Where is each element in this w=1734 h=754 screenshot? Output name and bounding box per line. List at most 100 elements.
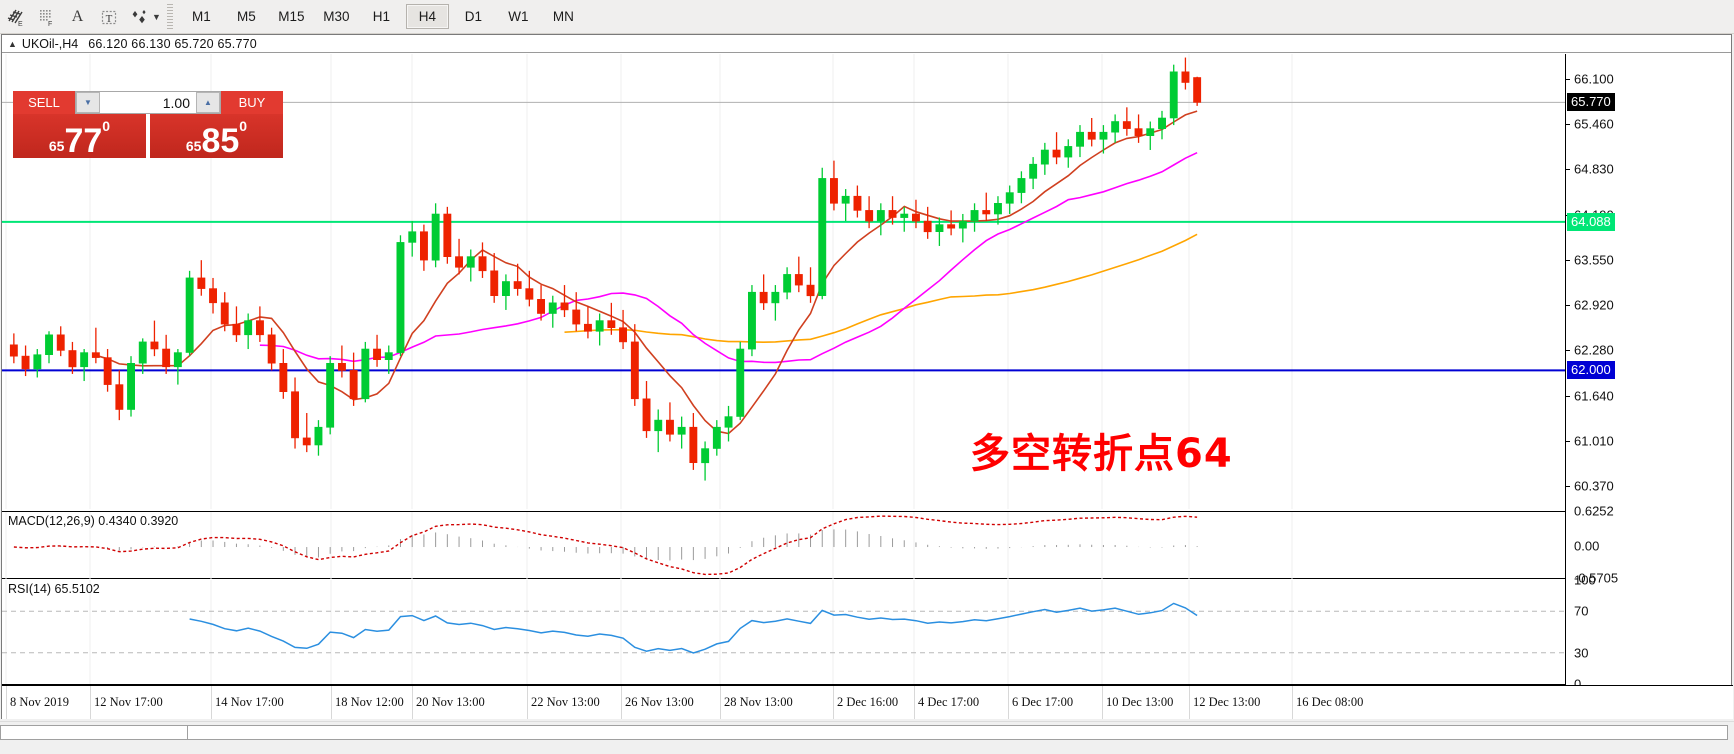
price-scale-label: 62.280 <box>1574 342 1614 358</box>
time-axis-label: 6 Dec 17:00 <box>1012 695 1074 709</box>
objects-icon[interactable] <box>124 2 155 31</box>
symbol-title: UKOil-,H4 <box>21 36 79 51</box>
time-axis-label: 14 Nov 17:00 <box>215 695 284 709</box>
scale-tick <box>1566 169 1570 171</box>
chevron-down-icon[interactable]: ▼ <box>152 11 161 22</box>
scrollbar-thumb-right[interactable] <box>187 725 1728 740</box>
time-axis-label: 8 Nov 2019 <box>10 695 70 709</box>
time-tick <box>833 686 834 719</box>
price-scale-label: 60.370 <box>1574 478 1614 494</box>
price-scale-label: 63.550 <box>1574 252 1614 268</box>
macd-scale-label: -0.5705 <box>1574 570 1619 586</box>
rsi-scale-label: 0 <box>1574 676 1582 692</box>
scale-tick <box>1566 395 1570 397</box>
green-level-tag: 64.088 <box>1567 212 1615 231</box>
buy-price-figures: 65 <box>185 138 202 154</box>
sell-price-fraction: 0 <box>102 118 111 134</box>
timeframe-mn[interactable]: MN <box>552 9 574 24</box>
horizontal-scrollbar[interactable] <box>0 721 1734 754</box>
svg-text:E: E <box>18 21 23 27</box>
chart-area[interactable]: ▲ UKOil-,H4 66.120 66.130 65.720 65.770 … <box>1 34 1733 719</box>
time-tick <box>1008 686 1009 719</box>
scale-tick <box>1566 304 1570 306</box>
time-axis-label: 18 Nov 12:00 <box>335 695 404 709</box>
time-axis-label: 12 Dec 13:00 <box>1193 695 1261 709</box>
timeframe-m1[interactable]: M1 <box>192 9 211 24</box>
text-box-icon[interactable]: T <box>93 2 124 31</box>
time-tick <box>621 686 622 719</box>
price-scale[interactable]: 66.10065.46064.83064.19063.55062.92062.2… <box>1565 54 1731 704</box>
buy-price-display[interactable]: 65 85 0 <box>150 114 283 158</box>
chart-toolbar: E F A T <box>0 0 1734 34</box>
last-price-tag: 65.770 <box>1567 93 1615 112</box>
time-axis[interactable]: 8 Nov 2019 12 Nov 17:00 14 Nov 17:00 18 Nov… <box>2 685 1733 719</box>
svg-text:T: T <box>105 13 112 25</box>
rsi-label: RSI(14) 65.5102 <box>8 582 100 596</box>
time-tick <box>331 686 332 719</box>
scale-tick <box>1566 350 1570 352</box>
timeframe-h4[interactable]: H4 <box>405 4 449 29</box>
sell-price-figures: 65 <box>48 138 65 154</box>
time-axis-label: 26 Nov 13:00 <box>625 695 694 709</box>
volume-up-icon[interactable]: ▲ <box>196 92 220 113</box>
buy-price-fraction: 0 <box>239 118 248 134</box>
time-tick <box>1102 686 1103 719</box>
time-tick <box>527 686 528 719</box>
macd-label: MACD(12,26,9) 0.4340 0.3920 <box>8 514 179 528</box>
rsi-scale-label: 100 <box>1574 572 1596 588</box>
collapse-icon[interactable]: ▲ <box>8 38 17 49</box>
time-axis-label: 16 Dec 08:00 <box>1296 695 1364 709</box>
timeframe-h1[interactable]: H1 <box>372 9 391 24</box>
macd-scale-label: 0.6252 <box>1574 503 1614 519</box>
buy-button[interactable]: BUY <box>221 91 283 114</box>
symbol-ohlc: 66.120 66.130 65.720 65.770 <box>88 36 257 51</box>
rsi-scale-label: 70 <box>1574 603 1589 619</box>
time-tick <box>914 686 915 719</box>
time-axis-label: 20 Nov 13:00 <box>416 695 485 709</box>
rsi-chart-svg <box>2 580 1567 684</box>
price-scale-label: 61.010 <box>1574 433 1614 449</box>
text-label-icon[interactable]: A <box>71 7 84 25</box>
time-axis-label: 10 Dec 13:00 <box>1106 695 1174 709</box>
blue-level-tag: 62.000 <box>1567 361 1615 380</box>
volume-input[interactable]: 1.00 <box>162 94 190 111</box>
scale-tick <box>1566 440 1570 442</box>
volume-stepper[interactable]: ▼ 1.00 ▲ <box>75 91 221 114</box>
one-click-trading-panel[interactable]: SELL ▼ 1.00 ▲ BUY 65 77 0 65 85 0 <box>13 91 283 158</box>
buy-price-big: 85 <box>201 122 240 160</box>
time-axis-label: 12 Nov 17:00 <box>94 695 163 709</box>
timeframe-m5[interactable]: M5 <box>237 9 256 24</box>
timeframe-m15[interactable]: M15 <box>278 9 305 24</box>
svg-text:F: F <box>48 21 52 27</box>
time-tick <box>211 686 212 719</box>
price-scale-label: 66.100 <box>1574 71 1614 87</box>
time-axis-label: 4 Dec 17:00 <box>918 695 980 709</box>
macd-chart-svg <box>5 512 1293 579</box>
scale-tick <box>1566 486 1570 488</box>
time-tick <box>720 686 721 719</box>
sell-price-big: 77 <box>64 122 103 160</box>
indicators-list-icon[interactable]: F <box>31 2 62 31</box>
sell-button[interactable]: SELL <box>13 91 75 114</box>
scale-tick <box>1566 260 1570 262</box>
time-tick <box>1189 686 1190 719</box>
sell-price-display[interactable]: 65 77 0 <box>13 114 146 158</box>
scale-tick <box>1566 78 1570 80</box>
chart-annotation-text: 多空转折点64 <box>970 431 1233 477</box>
scale-tick <box>1566 124 1570 126</box>
price-scale-label: 65.460 <box>1574 116 1614 132</box>
toolbar-separator <box>166 4 173 29</box>
macd-scale-label: 0.00 <box>1574 538 1600 554</box>
timeframe-w1[interactable]: W1 <box>508 9 529 24</box>
timeframe-d1[interactable]: D1 <box>464 9 483 24</box>
price-scale-label: 61.640 <box>1574 388 1614 404</box>
expert-advisors-icon[interactable]: E <box>0 2 31 31</box>
rsi-pane[interactable]: RSI(14) 65.5102 <box>2 580 1567 685</box>
timeframe-m30[interactable]: M30 <box>323 9 350 24</box>
macd-pane[interactable]: MACD(12,26,9) 0.4340 0.3920 <box>2 511 1567 579</box>
time-axis-label: 22 Nov 13:00 <box>531 695 600 709</box>
volume-down-icon[interactable]: ▼ <box>76 92 100 113</box>
scrollbar-thumb-left[interactable] <box>0 725 189 740</box>
time-tick <box>1292 686 1293 719</box>
